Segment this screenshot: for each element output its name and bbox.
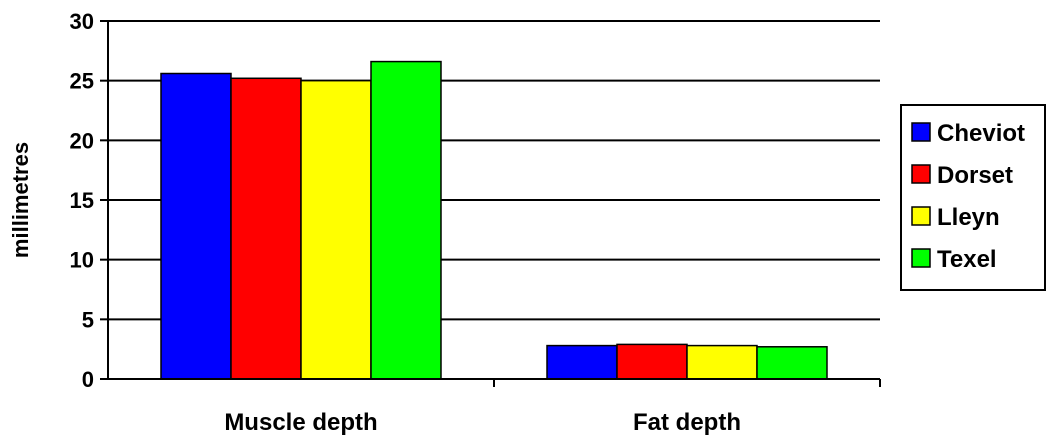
bar-dorset-fat — [616, 343, 688, 380]
bar-texel-fat — [756, 346, 828, 380]
y-axis-ticks: 0 5 10 15 20 25 30 — [70, 9, 108, 392]
x-category-label: Fat depth — [633, 409, 741, 436]
x-axis-categories: Muscle depth Fat depth — [224, 379, 881, 436]
y-tick-label: 5 — [82, 307, 94, 332]
bars — [160, 60, 828, 380]
bar-cheviot-fat — [546, 344, 618, 380]
bar-dorset-muscle — [230, 77, 302, 380]
y-tick-label: 20 — [70, 128, 94, 153]
legend-swatch-dorset — [911, 164, 931, 184]
bar-lleyn-muscle — [300, 79, 372, 380]
legend-label-lleyn: Lleyn — [937, 204, 1000, 231]
legend-swatch-texel — [911, 248, 931, 268]
legend-swatch-lleyn — [911, 206, 931, 226]
bar-texel-muscle — [370, 60, 442, 380]
y-tick-label: 0 — [82, 367, 94, 392]
legend-label-dorset: Dorset — [937, 162, 1013, 189]
y-tick-label: 25 — [70, 69, 94, 94]
x-category-label: Muscle depth — [224, 409, 377, 436]
y-axis-title: millimetres — [8, 142, 33, 258]
legend: Cheviot Dorset Lleyn Texel — [900, 104, 1046, 291]
legend-swatch-cheviot — [911, 122, 931, 142]
y-tick-label: 30 — [70, 9, 94, 34]
y-tick-label: 10 — [70, 248, 94, 273]
y-tick-label: 15 — [70, 188, 94, 213]
bar-lleyn-fat — [686, 344, 758, 380]
legend-label-cheviot: Cheviot — [937, 120, 1025, 147]
legend-label-texel: Texel — [937, 246, 997, 273]
bar-cheviot-muscle — [160, 72, 232, 380]
